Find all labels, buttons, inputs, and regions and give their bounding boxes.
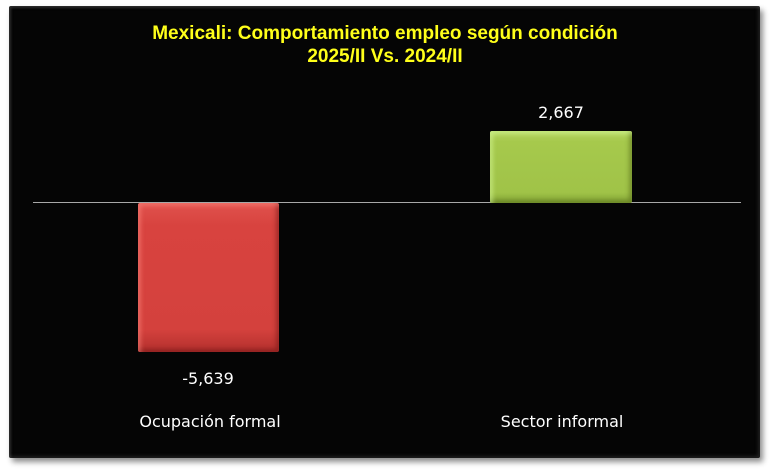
zero-axis-line — [33, 202, 741, 203]
chart-title-line1: Mexicali: Comportamiento empleo según co… — [152, 23, 618, 44]
chart-title: Mexicali: Comportamiento empleo según co… — [0, 22, 770, 68]
bar-sector-informal — [490, 131, 632, 203]
category-label-sector-informal: Sector informal — [500, 412, 624, 431]
category-label-ocupacion-formal: Ocupación formal — [139, 412, 281, 431]
chart-panel — [9, 6, 760, 458]
value-label-sector-informal: 2,667 — [538, 103, 584, 122]
value-label-ocupacion-formal: -5,639 — [182, 369, 234, 388]
bar-ocupacion-formal — [138, 203, 279, 352]
chart-title-line2: 2025/II Vs. 2024/II — [307, 46, 463, 67]
